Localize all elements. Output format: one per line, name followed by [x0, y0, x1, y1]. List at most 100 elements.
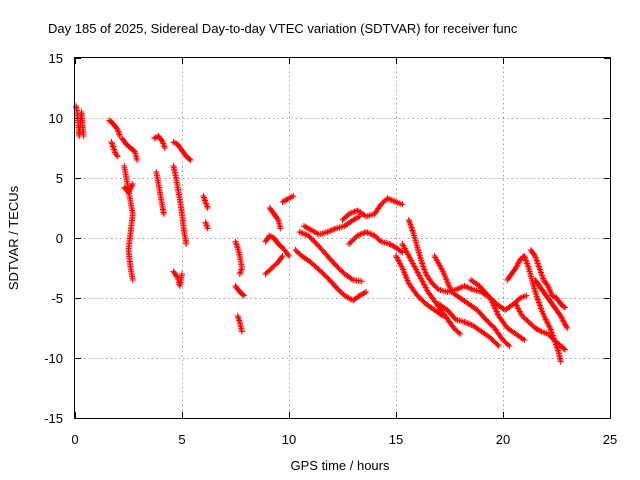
data-point [351, 216, 358, 223]
data-point [239, 291, 246, 298]
data-point [390, 197, 397, 204]
data-point [303, 224, 310, 231]
data-point [390, 243, 397, 250]
data-point [545, 322, 552, 329]
data-point [560, 303, 567, 310]
data-point [350, 217, 357, 223]
data-point [506, 343, 513, 349]
data-point [359, 291, 366, 298]
data-point [364, 229, 371, 236]
data-point [302, 223, 309, 230]
data-point [455, 285, 462, 292]
data-point [129, 277, 136, 283]
data-point [560, 318, 567, 325]
data-point [279, 199, 286, 205]
data-point [399, 249, 406, 256]
data-point [357, 291, 364, 298]
data-point [537, 327, 544, 334]
data-point [277, 225, 284, 232]
data-point [161, 145, 168, 151]
data-point [542, 316, 549, 323]
data-point [127, 185, 134, 192]
data-point [350, 209, 357, 216]
data-point [465, 284, 472, 291]
data-point [126, 188, 133, 194]
data-point [532, 325, 539, 331]
data-point [126, 186, 133, 193]
data-point [523, 292, 530, 299]
data-point [455, 329, 462, 336]
data-point [304, 225, 311, 232]
data-point [562, 304, 569, 311]
data-point [558, 314, 565, 321]
data-point [387, 196, 394, 203]
data-point [454, 286, 461, 292]
data-point [355, 232, 362, 238]
data-point [347, 210, 354, 217]
data-point [80, 133, 87, 139]
data-point [457, 331, 464, 337]
data-point [452, 286, 459, 293]
data-point [367, 230, 374, 237]
data-point [360, 290, 367, 297]
data-point [183, 241, 190, 247]
data-point [385, 196, 392, 202]
data-point [290, 193, 297, 199]
data-point [324, 229, 331, 235]
data-point [300, 223, 307, 229]
data-point [331, 226, 338, 232]
data-point [513, 263, 520, 270]
y-tick-label: 15 [49, 51, 63, 66]
data-point [534, 326, 541, 333]
data-point [179, 271, 185, 277]
data-point [462, 319, 469, 326]
data-point [559, 315, 566, 322]
data-point [114, 153, 121, 160]
data-point [325, 228, 332, 235]
data-point [360, 230, 367, 237]
data-point [280, 198, 287, 205]
data-point [544, 320, 551, 327]
data-point [348, 276, 355, 282]
tick-labels: 0 5 10 15 20 25 -15 -10 -5 0 5 10 15 [44, 51, 617, 447]
data-point [284, 251, 291, 258]
data-point [544, 319, 551, 326]
data-point [354, 232, 361, 239]
data-point [356, 292, 363, 299]
data-point [457, 284, 464, 291]
data-point [514, 262, 521, 269]
data-point [468, 286, 475, 292]
data-point [505, 341, 512, 348]
y-tick-label: -15 [44, 411, 63, 426]
data-point [495, 343, 502, 349]
data-point [129, 182, 136, 189]
data-point [204, 205, 211, 211]
data-point [279, 253, 286, 259]
data-point [361, 289, 368, 296]
data-point [298, 229, 305, 236]
data-point [113, 125, 120, 132]
data-point [559, 317, 566, 324]
data-point [562, 346, 569, 353]
data-point [519, 336, 526, 342]
data-point [288, 193, 295, 200]
data-point [160, 211, 167, 217]
y-tick-label: 5 [56, 171, 63, 186]
data-point [464, 284, 471, 291]
data-point [355, 214, 362, 221]
data-point [464, 320, 471, 327]
data-point [557, 358, 564, 365]
data-point [283, 196, 290, 203]
data-point [130, 147, 137, 154]
x-tick-label: 0 [71, 432, 78, 447]
x-axis-label: GPS time / hours [291, 458, 390, 473]
y-tick-label: -5 [51, 291, 63, 306]
data-point [302, 231, 309, 238]
data-point [521, 337, 528, 343]
data-points [73, 103, 571, 365]
data-point [236, 271, 243, 277]
data-point [330, 226, 337, 233]
data-point [543, 318, 550, 324]
